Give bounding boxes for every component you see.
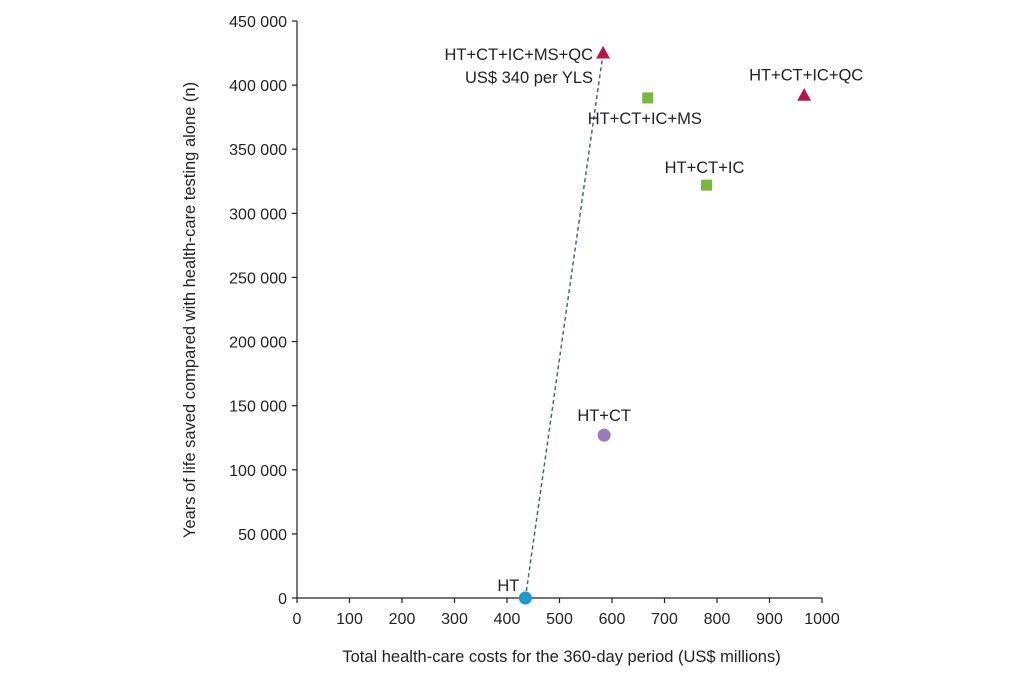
x-tick-label: 900 [756,611,783,628]
x-tick-label: 200 [389,611,416,628]
point-marker-triangle [797,88,812,101]
x-tick-label: 0 [293,611,302,628]
x-tick-label: 500 [546,611,573,628]
y-tick-label: 100 000 [229,463,287,480]
y-tick-label: 300 000 [229,206,287,223]
point-labels: HT HT+CT HT+CT+IC HT+CT+IC+MS HT+CT+IC+QC HT+… [445,46,864,595]
x-tick-label: 400 [494,611,521,628]
point-marker-triangle [596,45,611,59]
point-marker-square [701,179,712,191]
point-label: HT+CT+IC+MS [588,110,702,128]
x-tick-label: 800 [704,611,731,628]
x-tick-label: 1000 [804,611,840,628]
frontier-line [524,52,604,599]
x-tick-label: 100 [336,611,363,628]
point-label: HT+CT+IC [665,159,745,177]
y-tick-label: 200 000 [229,335,287,352]
point-label: HT [497,577,519,595]
x-tick-label: 300 [441,611,468,628]
annotation-label: US$ 340 per YLS [465,69,593,87]
point-marker-square [642,92,654,104]
x-tick-label: 700 [651,611,678,628]
y-axis-title: Years of life saved compared with health… [181,82,199,538]
y-tick-label: 150 000 [229,399,287,416]
point-marker-circle [597,428,611,442]
y-tick-label: 400 000 [229,78,287,95]
x-axis-title: Total health-care costs for the 360-day … [342,648,780,666]
y-tick-label: 350 000 [229,142,287,159]
point-label: HT+CT [577,407,631,425]
axes: 0 100 200 300 400 500 600 700 800 900 1000 0 50 000 1… [181,14,840,666]
y-tick-label: 250 000 [229,270,287,287]
point-label: HT+CT+IC+QC [749,66,863,84]
point-label: HT+CT+IC+MS+QC [445,46,594,64]
y-tick-label: 50 000 [238,527,287,544]
data-points [518,45,812,605]
x-tick-label: 600 [599,611,626,628]
y-tick-label: 0 [278,591,287,608]
y-tick-label: 450 000 [229,14,287,31]
point-marker-circle [518,591,532,605]
efficiency-frontier [524,52,604,599]
